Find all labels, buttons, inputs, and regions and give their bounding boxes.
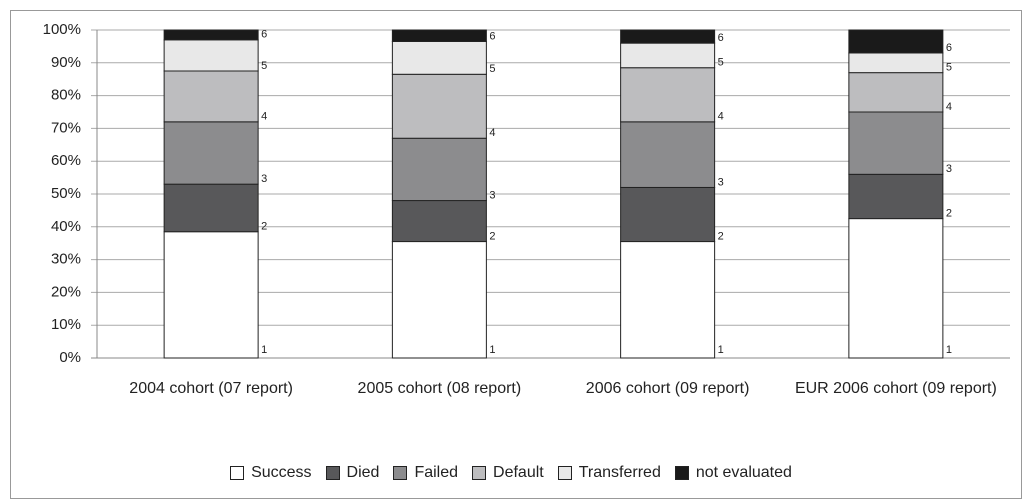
x-tick-label: 2005 cohort (08 report) [357, 380, 522, 397]
y-tick-label: 70% [51, 119, 81, 136]
bar-segment [391, 241, 487, 359]
segment-label: 1 [946, 344, 952, 356]
y-tick-label: 90% [51, 54, 81, 71]
segment-label: 3 [718, 176, 724, 188]
legend: Success Died Failed Default Transferred not e… [0, 464, 1022, 482]
legend-label: Default [493, 464, 544, 481]
segment-label: 4 [946, 101, 952, 113]
bar-segment [848, 111, 944, 175]
legend-label: Failed [414, 464, 459, 481]
legend-label: Died [346, 464, 380, 481]
bar-segment [620, 42, 716, 69]
bar-segment [391, 137, 487, 202]
bar-segment [620, 67, 716, 123]
segment-label: 2 [489, 230, 495, 242]
legend-swatch [393, 466, 408, 480]
bar-segment [163, 29, 259, 41]
bar-segment [848, 52, 944, 74]
segment-label: 1 [261, 344, 267, 356]
segment-label: 3 [489, 189, 495, 201]
bar-segment [620, 241, 716, 359]
segment-label: 2 [261, 221, 267, 233]
segment-label: 6 [489, 30, 495, 42]
y-tick-label: 20% [51, 283, 81, 300]
y-tick-label: 30% [51, 251, 81, 268]
legend-item: Default [472, 464, 544, 482]
segment-label: 2 [946, 208, 952, 220]
legend-item: Transferred [557, 464, 661, 482]
y-tick-label: 100% [43, 21, 81, 38]
bar-segment [163, 39, 259, 72]
segment-label: 5 [261, 60, 267, 72]
bar-segment [163, 231, 259, 359]
legend-swatch [325, 466, 340, 480]
segment-label: 2 [718, 230, 724, 242]
legend-label: Success [251, 464, 312, 481]
segment-label: 4 [718, 111, 724, 123]
segment-label: 3 [946, 163, 952, 175]
segment-label: 1 [718, 344, 724, 356]
bar-segment [163, 70, 259, 123]
y-tick-label: 80% [51, 87, 81, 104]
legend-swatch [472, 466, 487, 480]
legend-item: Failed [393, 464, 458, 482]
segment-label: 3 [261, 173, 267, 185]
legend-item: not evaluated [674, 464, 792, 482]
bar-segment [620, 186, 716, 243]
bar-segment [848, 29, 944, 54]
legend-item: Success [230, 464, 312, 482]
legend-label: not evaluated [695, 464, 792, 481]
segment-label: 1 [489, 344, 495, 356]
y-tick-label: 40% [51, 218, 81, 235]
bar-segment [391, 29, 487, 42]
bar-segment [620, 29, 716, 44]
y-tick-label: 0% [59, 349, 81, 366]
bar-segment [163, 183, 259, 233]
bar-segment [391, 73, 487, 139]
segment-label: 4 [261, 111, 267, 123]
bar-segment [391, 40, 487, 75]
legend-swatch [674, 466, 689, 480]
bar-segment [848, 218, 944, 359]
x-tick-label: EUR 2006 cohort (09 report) [794, 380, 997, 397]
bar-segment [163, 121, 259, 185]
x-tick-label: 2004 cohort (07 report) [129, 380, 293, 397]
y-tick-label: 50% [51, 185, 81, 202]
y-tick-label: 10% [51, 316, 81, 333]
bar-segment [848, 72, 944, 113]
segment-label: 4 [489, 127, 495, 139]
segment-label: 5 [489, 63, 495, 75]
segment-label: 6 [946, 42, 952, 54]
x-tick-label: 2006 cohort (09 report) [585, 380, 750, 397]
legend-item: Died [325, 464, 380, 482]
bar-segment [391, 200, 487, 243]
legend-label: Transferred [578, 464, 661, 481]
bar-segment [620, 121, 716, 188]
segment-label: 6 [718, 32, 724, 44]
segment-label: 5 [946, 62, 952, 74]
segment-label: 5 [718, 57, 724, 69]
legend-swatch [230, 466, 245, 480]
legend-swatch [557, 466, 572, 480]
bar-segment [848, 173, 944, 220]
segment-label: 6 [261, 29, 267, 41]
y-tick-label: 60% [51, 152, 81, 169]
